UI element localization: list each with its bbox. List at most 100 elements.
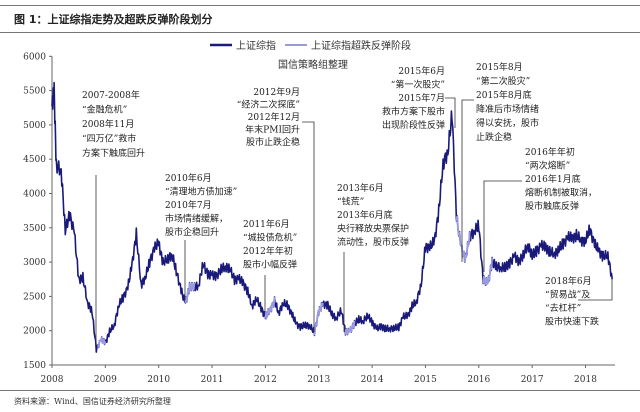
annotation-leader-line [302,121,315,332]
annotation-text: 年末PMI回升 [245,124,300,136]
series-line-main [51,81,613,353]
legend-label-main: 上证综指 [236,39,276,52]
annotation-leader-line [445,97,456,128]
annotation-text: 得以安抚，股市 [476,117,539,129]
annotation-text: “第一次股灾” [391,79,445,91]
annotation-text: 2013年6月底 [337,209,393,221]
annotation-text: 央行释放央票保护 [337,223,409,235]
y-tick-label: 2500 [23,292,46,302]
annotation-text: 股市快速下跌 [545,316,599,328]
annotation-text: “金融危机” [82,104,127,116]
annotation-text: 2016年年初 [525,146,575,158]
y-tick-label: 6000 [23,52,46,62]
annotation-text: “贸易战”及 [545,289,590,301]
x-tick-label: 2014 [361,375,384,385]
x-tick-label: 2018 [574,375,597,385]
annotation-text: 熔断机制被取消， [525,187,597,199]
annotation-text: 2018年6月 [545,275,592,287]
x-tick-label: 2017 [521,375,544,385]
y-tick-label: 2000 [23,327,46,337]
y-tick-label: 3500 [23,224,46,234]
chart-subtitle: 国信策略组整理 [278,58,348,71]
annotation-text: 出现阶段性反弹 [382,119,445,131]
annotation-leader-line [461,99,474,262]
x-tick-label: 2010 [147,375,170,385]
y-tick-label: 3000 [23,258,46,268]
annotation-text: 股市触底反弹 [525,200,579,212]
annotation-text: “去杠杆” [545,302,581,314]
series-line-rebound-segment [461,231,471,263]
series-line-rebound-segment [455,215,462,247]
annotation-text: “经济二次探底” [237,99,300,111]
annotation-text: 股市企稳回升 [165,226,219,238]
series-line-rebound-segment [97,336,107,348]
annotation-text: “四万亿”救市 [82,133,136,145]
title-rule [0,32,640,33]
annotation-text: 2015年6月 [398,65,445,77]
annotation-text: 2015年8月 [476,61,523,73]
annotation-text: 降准后市场情绪 [476,103,539,115]
legend: 上证综指 上证综指超跌反弹阶段 [210,39,411,52]
annotation-text: 2007-2008年 [82,89,140,101]
series-lines [51,81,613,353]
annotation-text: 2013年6月 [337,182,384,194]
annotation-text: 止跌企稳 [476,131,512,143]
series-line-rebound-segment [264,296,276,321]
annotation-text: 2010年7月 [165,199,212,211]
figure-title: 图 1：上证综指走势及超跌反弹阶段划分 [14,13,213,26]
series-line-rebound-segment [344,320,356,336]
annotation-leader-line [578,278,613,301]
annotation-text: “钱荒” [337,196,364,208]
annotation-text: “城投债危机” [243,232,297,244]
annotation-text: 2012年12月 [248,111,300,123]
annotation-text: 2011年6月 [243,218,290,230]
annotation-leader-line [483,180,522,272]
annotation-text: “第二次股灾” [476,75,530,87]
annotation-text: 方案下触底回升 [82,147,145,159]
y-tick-label: 4000 [23,190,46,200]
legend-label-rebound: 上证综指超跌反弹阶段 [311,39,411,52]
annotation-text: 2010年6月 [165,172,212,184]
annotations: 2007-2008年“金融危机”2008年11月“四万亿”救市方案下触底回升20… [82,61,613,345]
x-tick-label: 2013 [307,375,330,385]
series-line-rebound-segment [313,302,324,336]
annotation-text: 市场情绪缓解， [165,213,228,225]
x-tick-label: 2008 [41,375,64,385]
y-tick-label: 5000 [23,121,46,131]
bottom-rule [0,390,640,391]
x-tick-label: 2016 [467,375,490,385]
annotation-text: 2008年11月 [82,118,134,130]
annotation-text: 流动性，股市反弹 [337,236,409,248]
annotation-text: 2015年7月 [398,92,445,104]
x-tick-label: 2015 [414,375,437,385]
source-note: 资料来源：Wind、国信证券经济研究所整理 [14,397,171,406]
axes: 1500 2000 2500 3000 3500 4000 4500 5000 5500 6000… [23,52,615,385]
series-line-rebound-segment [184,282,196,303]
x-tick-label: 2011 [201,375,224,385]
annotation-text: 股市止跌企稳 [246,136,300,148]
annotation-text: 2012年9月 [253,86,300,98]
annotation-text: “两次熔断” [525,160,570,172]
annotation: 2018年6月 “贸易战”及“去杠杆” 股市快速下跌 [545,275,613,328]
series-line-rebound-segment [482,257,493,286]
y-tick-label: 1500 [23,361,46,371]
annotation-text: 2016年1月底 [525,173,581,185]
x-tick-label: 2012 [254,375,277,385]
annotation-text: 股市小幅反弹 [243,259,297,271]
annotation-text: “清理地方债加速” [165,186,237,198]
annotation-text: 2015年8月底 [476,89,532,101]
annotation-text: 救市方案下股市 [382,106,445,118]
annotation-text: 2012年年初 [243,245,293,257]
x-tick-label: 2009 [94,375,117,385]
top-rule [0,5,640,6]
y-tick-label: 5500 [23,87,46,97]
